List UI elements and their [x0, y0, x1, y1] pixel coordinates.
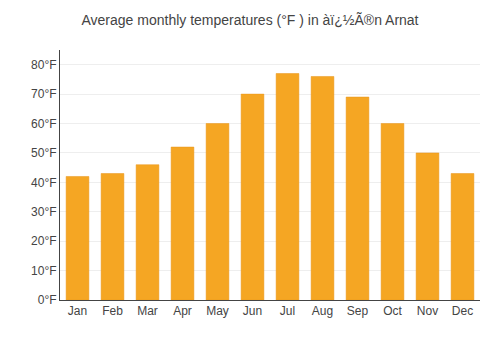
- svg-text:Dec: Dec: [452, 304, 473, 318]
- svg-text:70°F: 70°F: [31, 87, 56, 101]
- svg-text:Jul: Jul: [280, 304, 295, 318]
- svg-text:Mar: Mar: [137, 304, 158, 318]
- svg-text:May: May: [206, 304, 229, 318]
- svg-text:50°F: 50°F: [31, 146, 56, 160]
- svg-text:Oct: Oct: [383, 304, 402, 318]
- svg-text:80°F: 80°F: [31, 58, 56, 72]
- svg-text:40°F: 40°F: [31, 176, 56, 190]
- svg-text:Jan: Jan: [68, 304, 87, 318]
- svg-text:10°F: 10°F: [31, 264, 56, 278]
- svg-text:60°F: 60°F: [31, 117, 56, 131]
- svg-text:Jun: Jun: [243, 304, 262, 318]
- svg-text:Apr: Apr: [173, 304, 192, 318]
- svg-text:Sep: Sep: [347, 304, 369, 318]
- svg-text:Aug: Aug: [312, 304, 333, 318]
- svg-text:20°F: 20°F: [31, 234, 56, 248]
- svg-text:Average monthly temperatures (: Average monthly temperatures (°F ) in àï…: [81, 12, 418, 28]
- svg-text:30°F: 30°F: [31, 205, 56, 219]
- svg-text:Nov: Nov: [417, 304, 438, 318]
- svg-text:0°F: 0°F: [38, 293, 57, 307]
- svg-text:Feb: Feb: [102, 304, 123, 318]
